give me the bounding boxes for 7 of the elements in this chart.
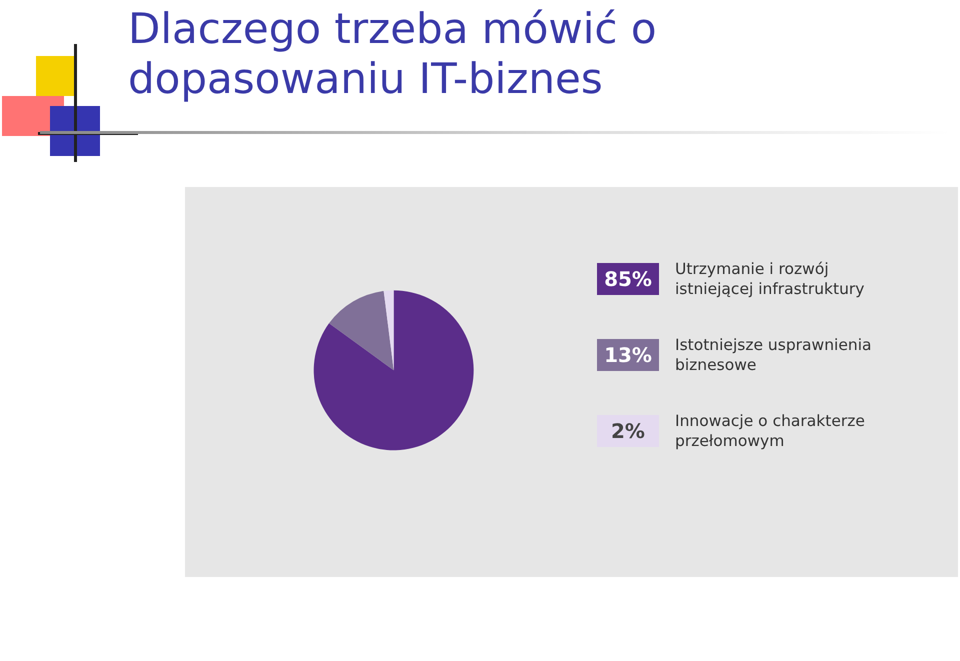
- data-label: 13%: [597, 339, 659, 371]
- data-label: 85%: [597, 263, 659, 295]
- legend-label: Istotniejsze usprawnienia biznesowe: [675, 335, 873, 375]
- chart-title: Dlaczego trzeba mówić o dopasowaniu IT-biznes: [128, 4, 658, 104]
- data-label: 2%: [597, 415, 659, 447]
- legend-label: Innowacje o charakterze przełomowym: [675, 411, 866, 451]
- legend-label: Utrzymanie i rozwój istniejącej infrastruktury: [675, 259, 866, 299]
